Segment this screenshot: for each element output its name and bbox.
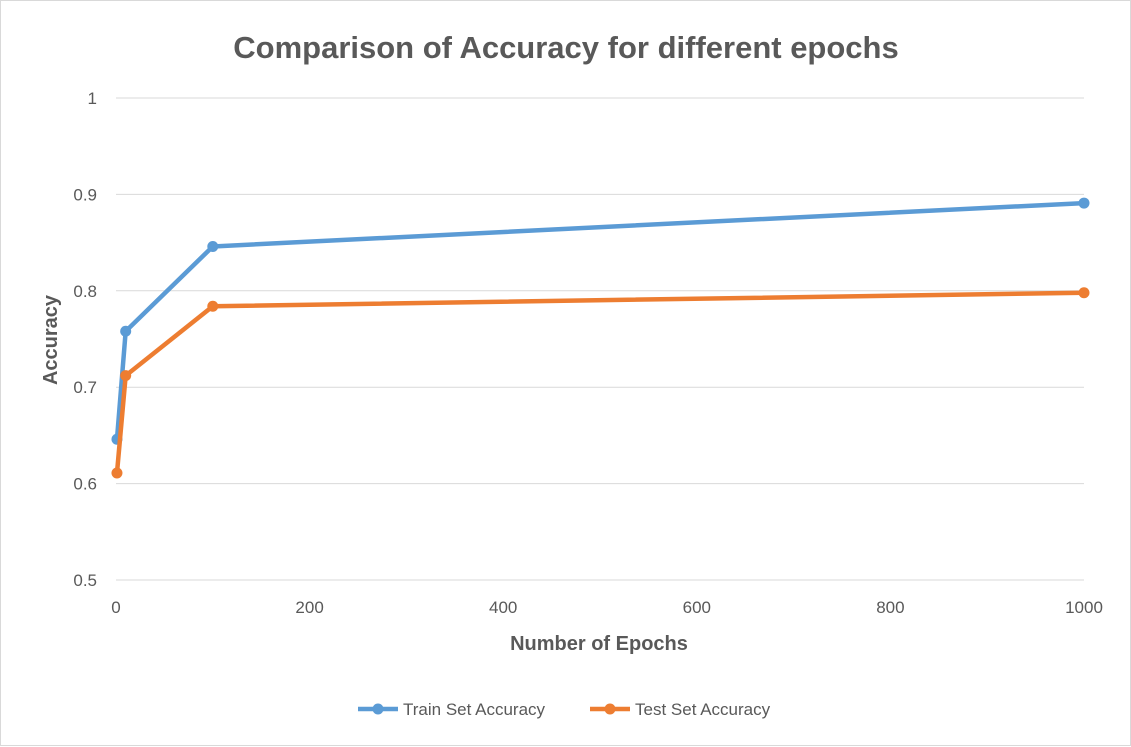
chart-title: Comparison of Accuracy for different epo… [233,30,898,65]
y-tick-label: 0.9 [73,185,97,204]
y-tick-label: 0.7 [73,378,97,397]
legend-label: Train Set Accuracy [403,700,546,719]
data-point[interactable] [120,325,132,337]
data-point[interactable] [207,300,219,312]
legend-item[interactable]: Test Set Accuracy [590,700,771,719]
x-tick-label: 0 [111,598,120,617]
data-point[interactable] [1078,197,1090,209]
legend-label: Test Set Accuracy [635,700,771,719]
data-point[interactable] [207,240,219,252]
x-axis-title: Number of Epochs [510,633,688,655]
x-tick-label: 600 [683,598,711,617]
series-0 [111,197,1090,445]
y-tick-label: 1 [88,89,97,108]
series-1 [111,287,1090,479]
y-tick-label: 0.5 [73,571,97,590]
legend-marker [372,703,384,715]
legend-marker [604,703,616,715]
legend[interactable]: Train Set Accuracy Test Set Accuracy [358,700,771,719]
y-tick-label: 0.6 [73,475,97,494]
series-line [114,200,1087,442]
x-tick-label: 800 [876,598,904,617]
data-point[interactable] [1078,287,1090,299]
series-line [114,290,1087,476]
data-point[interactable] [120,370,132,382]
y-axis-title: Accuracy [40,294,62,385]
x-tick-label: 400 [489,598,517,617]
legend-item[interactable]: Train Set Accuracy [358,700,546,719]
y-tick-label: 0.8 [73,282,97,301]
series-lines [111,197,1090,479]
x-axis-ticks: 0 200 400 600 800 1000 [111,598,1103,617]
x-tick-label: 1000 [1065,598,1103,617]
x-tick-label: 200 [295,598,323,617]
gridlines [116,97,1084,581]
y-axis-ticks: 0.5 0.6 0.7 0.8 0.9 1 [73,89,97,590]
data-point[interactable] [111,467,123,479]
